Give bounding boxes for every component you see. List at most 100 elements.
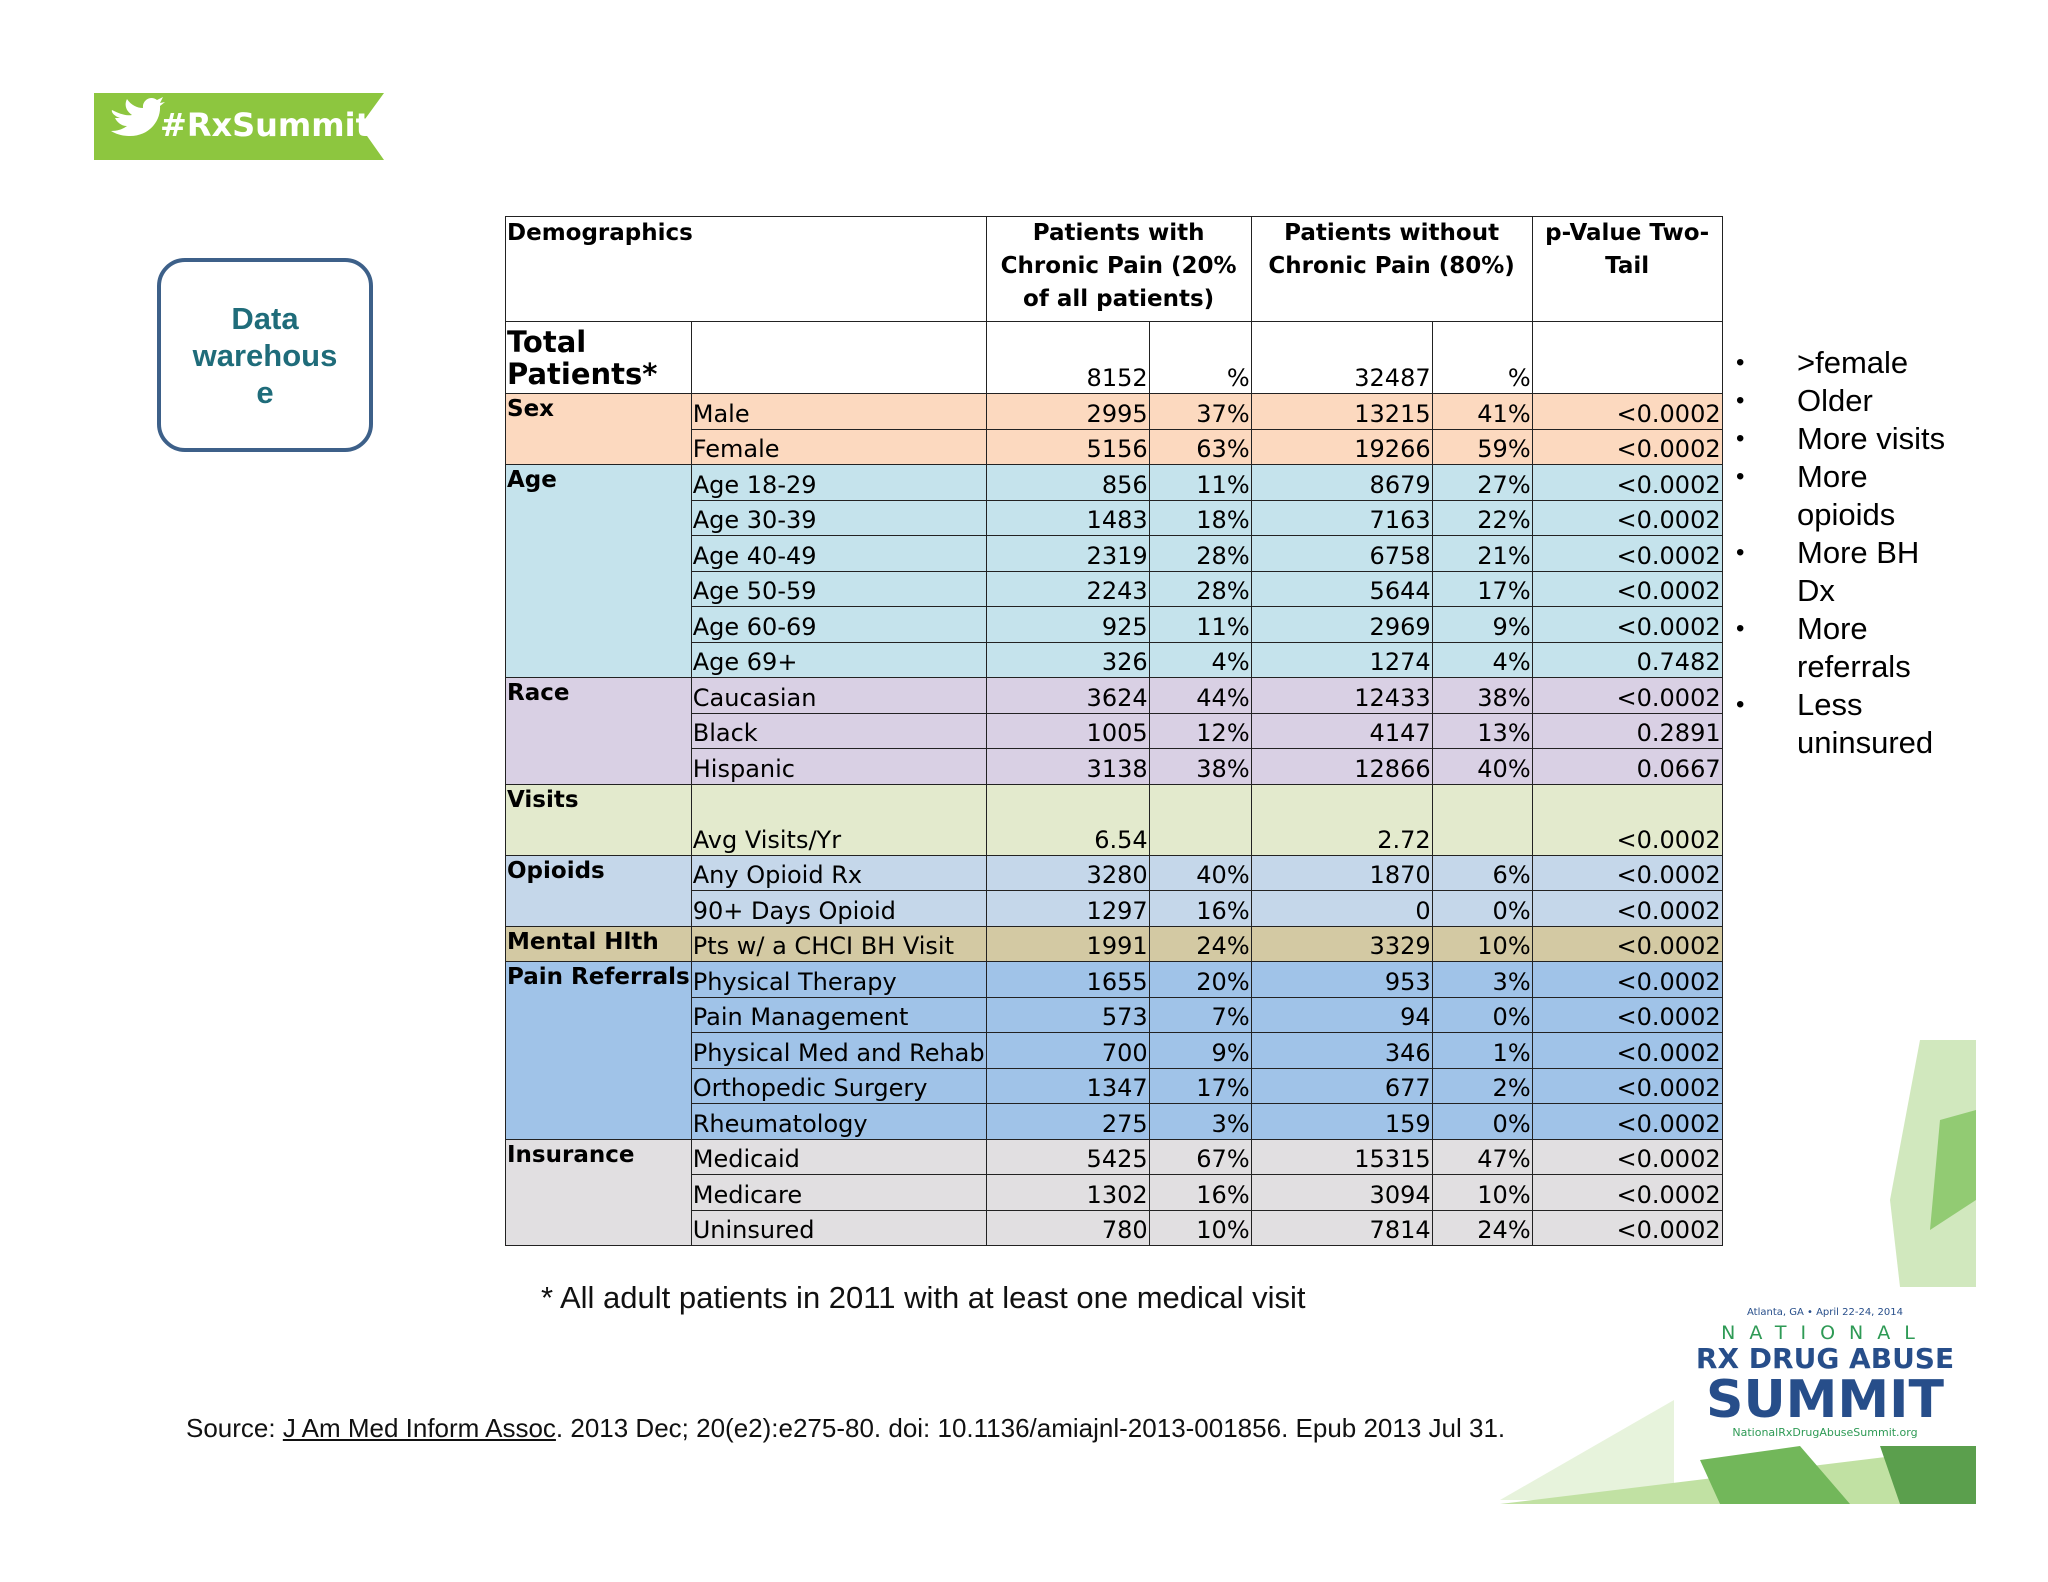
row-label: Pts w/ a CHCI BH Visit: [690, 925, 987, 962]
row-label: Medicaid: [690, 1138, 987, 1175]
cell: 275: [985, 1103, 1150, 1140]
cell: 1347: [985, 1067, 1150, 1104]
cell: 0%: [1431, 1103, 1533, 1140]
cell: 4%: [1431, 641, 1533, 678]
data-row: Race Caucasian 3624 44% 12433 38% <0.0002: [505, 677, 1723, 785]
source-link[interactable]: J Am Med Inform Assoc: [282, 1413, 556, 1443]
row-label: Age 69+: [690, 641, 987, 678]
data-row: Insurance Medicaid 5425 67% 15315 47% <0.0002: [505, 1138, 1723, 1246]
cell: 10%: [1148, 1209, 1252, 1246]
row-label: Pain Management: [690, 996, 987, 1033]
row-label: Orthopedic Surgery: [690, 1067, 987, 1104]
cell: 17%: [1148, 1067, 1252, 1104]
cell: 925: [985, 606, 1150, 643]
row-label: Medicare: [690, 1174, 987, 1211]
row-label: Age 40-49: [690, 535, 987, 572]
cell: 0%: [1431, 890, 1533, 927]
row-label: Any Opioid Rx: [690, 854, 987, 891]
logo-name: RX DRUG ABUSE: [1695, 1342, 1955, 1375]
data-row: Physical Med and Rehab 700 9% 346 1% <0.0002: [505, 1032, 1723, 1069]
cell: <0.0002: [1531, 854, 1723, 891]
row-label: Age 30-39: [690, 499, 987, 536]
row-label: Age 60-69: [690, 606, 987, 643]
row-label: Age 50-59: [690, 570, 987, 607]
group-label: Age: [505, 464, 692, 678]
cell: 346: [1250, 1032, 1433, 1069]
cell: <0.0002: [1531, 996, 1723, 1033]
cell: 10%: [1431, 1174, 1533, 1211]
row-label: Avg Visits/Yr: [690, 783, 987, 856]
total-label: Total Patients*: [505, 321, 692, 394]
data-row: Mental Hlth Pts w/ a CHCI BH Visit 1991 24%…: [505, 925, 1723, 962]
row-label: Physical Therapy: [690, 961, 987, 998]
empty-cell: [1531, 321, 1723, 394]
empty-cell: [1148, 783, 1252, 856]
cell: 326: [985, 641, 1150, 678]
bird-icon: [111, 97, 165, 136]
cell: 44%: [1148, 677, 1252, 714]
cell: 3%: [1431, 961, 1533, 998]
bullet: >female: [1736, 344, 1947, 382]
cell: 15315: [1250, 1138, 1433, 1175]
bullet: Less uninsured: [1736, 686, 1947, 762]
cell: <0.0002: [1531, 1174, 1723, 1211]
empty-cell: [690, 321, 987, 394]
cell: 2995: [985, 393, 1150, 430]
cell: 1870: [1250, 854, 1433, 891]
bullet-list: >femaleOlderMore visitsMore opioidsMore …: [1736, 344, 1947, 762]
bullet: More referrals: [1736, 610, 1947, 686]
cell: <0.0002: [1531, 925, 1723, 962]
cell: 3%: [1148, 1103, 1252, 1140]
row-label: 90+ Days Opioid: [690, 890, 987, 927]
cell: 18%: [1148, 499, 1252, 536]
cell: 24%: [1431, 1209, 1533, 1246]
cell: <0.0002: [1531, 1138, 1723, 1175]
total-cell: 32487: [1250, 321, 1433, 394]
cell: 3094: [1250, 1174, 1433, 1211]
cell: <0.0002: [1531, 961, 1723, 998]
cell: 21%: [1431, 535, 1533, 572]
total-cell: 8152: [985, 321, 1150, 394]
header-row: Demographics Patients with Chronic Pain (…: [505, 216, 1723, 322]
cell: 0.0667: [1531, 748, 1723, 785]
header-cell: Demographics: [505, 216, 987, 322]
cell: <0.0002: [1531, 428, 1723, 465]
cell: 28%: [1148, 570, 1252, 607]
logo-url: NationalRxDrugAbuseSummit.org: [1732, 1426, 1918, 1439]
cell: <0.0002: [1531, 535, 1723, 572]
cell: 1274: [1250, 641, 1433, 678]
cell: 22%: [1431, 499, 1533, 536]
row-label: Male: [690, 393, 987, 430]
cell: 5425: [985, 1138, 1150, 1175]
cell: 13%: [1431, 712, 1533, 749]
cell: 3624: [985, 677, 1150, 714]
cell: 573: [985, 996, 1150, 1033]
cell: 856: [985, 464, 1150, 501]
row-label: Rheumatology: [690, 1103, 987, 1140]
cell: <0.0002: [1531, 1209, 1723, 1246]
cell: 3138: [985, 748, 1150, 785]
cell: 2%: [1431, 1067, 1533, 1104]
data-row: Rheumatology 275 3% 159 0% <0.0002: [505, 1103, 1723, 1140]
cell: 0.2891: [1531, 712, 1723, 749]
data-row: Uninsured 780 10% 7814 24% <0.0002: [505, 1209, 1723, 1246]
data-row: Age 50-59 2243 28% 5644 17% <0.0002: [505, 570, 1723, 607]
cell: <0.0002: [1531, 606, 1723, 643]
cell: 780: [985, 1209, 1150, 1246]
cell: 159: [1250, 1103, 1433, 1140]
cell: 13215: [1250, 393, 1433, 430]
total-cell: %: [1148, 321, 1252, 394]
cell: 6758: [1250, 535, 1433, 572]
cell: 6.54: [985, 783, 1150, 856]
bullet: More BH Dx: [1736, 534, 1947, 610]
cell: 7163: [1250, 499, 1433, 536]
group-label: Sex: [505, 393, 692, 465]
empty-cell: [1431, 783, 1533, 856]
cell: 38%: [1148, 748, 1252, 785]
cell: 11%: [1148, 464, 1252, 501]
cell: 700: [985, 1032, 1150, 1069]
cell: 9%: [1148, 1032, 1252, 1069]
logo-summit: SUMMIT: [1706, 1370, 1944, 1430]
cell: <0.0002: [1531, 1032, 1723, 1069]
